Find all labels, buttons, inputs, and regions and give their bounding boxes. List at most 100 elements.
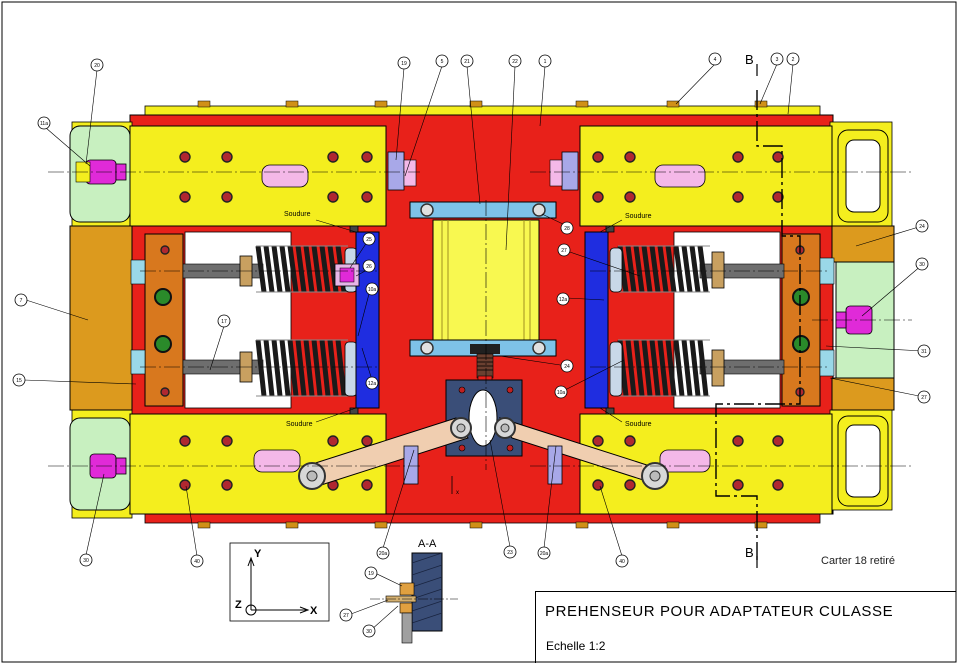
weld-label-bottom-left: Soudure: [286, 421, 313, 428]
balloon-label-1: 1: [544, 59, 547, 65]
balloon-10a-right: [554, 385, 568, 399]
top-crossbar: [409, 201, 557, 219]
balloon-12a-left: [365, 376, 379, 390]
balloon-20a-left: [376, 546, 390, 560]
balloon-24: [560, 359, 574, 373]
balloon-25: [362, 232, 376, 246]
right-bottom-window: [845, 424, 881, 498]
balloon-label-22: 22: [512, 59, 518, 65]
axis-arrows: [245, 556, 310, 616]
balloon-label-31: 31: [921, 349, 927, 355]
balloon-27-top: [557, 243, 571, 257]
axis-z-label: Z: [235, 599, 242, 611]
weld-label-top-right: Soudure: [625, 213, 652, 220]
balloon-label-27: 27: [921, 395, 927, 401]
section-balloons: [339, 566, 378, 638]
section-balloon-30: 30: [366, 629, 372, 635]
section-b-bottom-label: B: [745, 545, 754, 560]
balloon-27: [917, 390, 931, 404]
yellow-plate-top-right: [579, 125, 833, 227]
balloon-label-20a-right: 20a: [540, 551, 549, 557]
balloon-11a: [37, 116, 51, 130]
balloon-10a: [365, 282, 379, 296]
section-balloon-labels: 19 27 30: [343, 571, 374, 635]
balloon-24-right: [915, 219, 929, 233]
piston-rod-thread: [477, 357, 493, 371]
balloon-28: [560, 221, 574, 235]
balloon-20a-right: [537, 546, 551, 560]
balloon-label-17: 17: [221, 319, 227, 325]
balloon-4: [708, 52, 722, 66]
balloon-label-40-left: 40: [194, 559, 200, 565]
section-view-aa: [370, 552, 458, 644]
balloon-label-30-right: 30: [919, 262, 925, 268]
balloon-label-40-right: 40: [619, 559, 625, 565]
piston-rod-base: [470, 344, 500, 354]
balloon-label-2: 2: [792, 57, 795, 63]
balloon-label-10a-right: 10a: [557, 390, 566, 396]
x-marker-label: x: [456, 490, 459, 496]
balloon-labels: 20 11a 19 5 21 22 1 4 3 2 7 17 15 25 26 …: [16, 57, 927, 565]
blue-plate-right: [584, 231, 609, 409]
crossbar-screws: [420, 203, 546, 355]
balloon-30-right: [915, 257, 929, 271]
balloon-21: [460, 54, 474, 68]
balloon-label-28: 28: [564, 226, 570, 232]
section-aa-label: A-A: [418, 538, 437, 550]
removed-cover-note: Carter 18 retiré: [821, 555, 895, 567]
green-fasteners: [154, 288, 810, 353]
center-lines: [48, 171, 912, 470]
leader-lines: [23, 63, 925, 557]
balloon-40-left: [190, 554, 204, 568]
yoke-slot: [468, 389, 498, 447]
right-top-window: [845, 139, 881, 213]
clamp-brackets: [387, 151, 579, 485]
blue-plate-left: [355, 231, 380, 409]
bolt-holes: [160, 151, 805, 491]
balloon-label-10a: 10a: [368, 287, 377, 293]
balloon-label-24-right: 24: [919, 224, 925, 230]
balloon-17: [217, 314, 231, 328]
cyan-spacers: [130, 257, 835, 377]
balloon-label-4: 4: [714, 57, 717, 63]
retainer-nut: [339, 267, 355, 283]
balloon-31: [917, 344, 931, 358]
section-balloon-19: 19: [368, 571, 374, 577]
bottom-bar: [144, 513, 821, 524]
balloon-label-27-top: 27: [561, 248, 567, 254]
balloon-20: [90, 58, 104, 72]
balloon-15: [12, 373, 26, 387]
top-bar: [144, 105, 821, 116]
axis-y-label: Y: [254, 548, 262, 560]
balloon-5: [435, 54, 449, 68]
balloons: [12, 52, 931, 568]
section-line-b: [715, 90, 801, 560]
balloon-label-11a: 11a: [40, 121, 48, 127]
balloon-label-3: 3: [776, 57, 779, 63]
balloon-12a-right: [556, 292, 570, 306]
section-b-top-label: B: [745, 52, 754, 67]
balloon-19: [397, 56, 411, 70]
left-orange-block: [69, 225, 133, 411]
balloon-40-right: [615, 554, 629, 568]
pink-slots: [253, 164, 711, 473]
balloon-1: [538, 54, 552, 68]
section-leaders: [350, 572, 403, 631]
section-balloon-27: 27: [343, 613, 349, 619]
balloon-26: [362, 259, 376, 273]
yoke-pins: [458, 386, 514, 452]
balloon-label-20: 20: [94, 63, 100, 69]
left-inner-bar: [144, 233, 184, 407]
balloon-7: [14, 293, 28, 307]
balloon-label-25: 25: [366, 237, 372, 243]
balloon-label-15: 15: [16, 378, 22, 384]
axis-x-label: X: [310, 605, 318, 617]
title-block: [535, 591, 956, 663]
balloon-label-21: 21: [464, 59, 470, 65]
balloon-label-12a-left: 12a: [368, 381, 377, 387]
right-orange-block-bottom: [831, 377, 895, 411]
balloon-label-20a-left: 20a: [379, 551, 388, 557]
weld-leaders: [315, 219, 623, 423]
balloon-30: [79, 553, 93, 567]
